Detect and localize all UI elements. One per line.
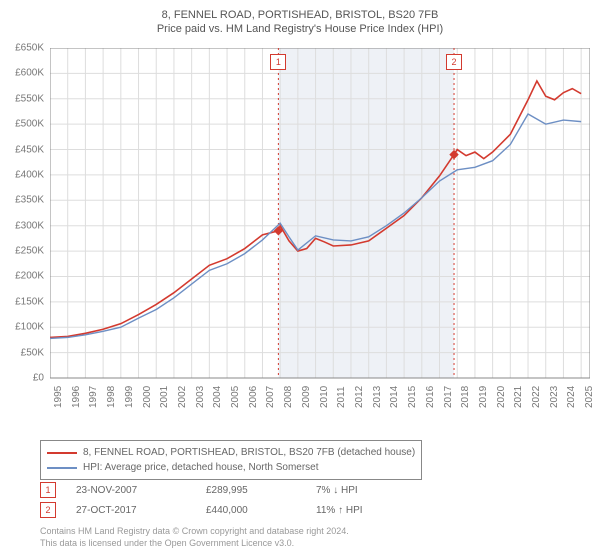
x-tick-label: 2023 [549, 386, 560, 408]
legend-label-hpi: HPI: Average price, detached house, Nort… [83, 460, 319, 475]
x-tick-label: 2001 [159, 386, 170, 408]
annotation-badge-1: 1 [40, 482, 56, 498]
annotation-table: 1 23-NOV-2007 £289,995 7% ↓ HPI 2 27-OCT… [40, 480, 446, 520]
annotation-date-1: 23-NOV-2007 [76, 485, 206, 496]
x-tick-label: 2012 [354, 386, 365, 408]
legend-item-property: 8, FENNEL ROAD, PORTISHEAD, BRISTOL, BS2… [47, 445, 415, 460]
y-tick-label: £100K [4, 322, 44, 333]
annotation-row-2: 2 27-OCT-2017 £440,000 11% ↑ HPI [40, 500, 446, 520]
annotation-price-2: £440,000 [206, 505, 316, 516]
y-tick-label: £50K [4, 347, 44, 358]
legend-item-hpi: HPI: Average price, detached house, Nort… [47, 460, 415, 475]
x-tick-label: 2018 [460, 386, 471, 408]
y-tick-label: £150K [4, 296, 44, 307]
y-tick-label: £550K [4, 93, 44, 104]
x-tick-label: 2019 [478, 386, 489, 408]
y-tick-label: £250K [4, 246, 44, 257]
x-tick-label: 2004 [212, 386, 223, 408]
x-tick-label: 2010 [319, 386, 330, 408]
annotation-pct-1: 7% ↓ HPI [316, 485, 446, 496]
footer-line-2: This data is licensed under the Open Gov… [40, 538, 349, 550]
y-tick-label: £450K [4, 144, 44, 155]
sale-flag: 2 [446, 54, 462, 70]
annotation-row-1: 1 23-NOV-2007 £289,995 7% ↓ HPI [40, 480, 446, 500]
x-tick-label: 2021 [513, 386, 524, 408]
x-tick-label: 2000 [142, 386, 153, 408]
annotation-date-2: 27-OCT-2017 [76, 505, 206, 516]
x-tick-label: 2006 [248, 386, 259, 408]
footer-line-1: Contains HM Land Registry data © Crown c… [40, 526, 349, 538]
x-tick-label: 1998 [106, 386, 117, 408]
x-tick-label: 2013 [372, 386, 383, 408]
y-tick-label: £650K [4, 43, 44, 54]
x-tick-label: 1996 [71, 386, 82, 408]
x-tick-label: 2008 [283, 386, 294, 408]
legend: 8, FENNEL ROAD, PORTISHEAD, BRISTOL, BS2… [40, 440, 422, 480]
legend-swatch-property [47, 452, 77, 454]
y-tick-label: £500K [4, 119, 44, 130]
y-tick-label: £300K [4, 220, 44, 231]
y-tick-label: £0 [4, 373, 44, 384]
x-tick-label: 2009 [301, 386, 312, 408]
y-tick-label: £400K [4, 169, 44, 180]
title-line-2: Price paid vs. HM Land Registry's House … [0, 22, 600, 36]
x-tick-label: 1997 [88, 386, 99, 408]
annotation-pct-2: 11% ↑ HPI [316, 505, 446, 516]
y-tick-label: £200K [4, 271, 44, 282]
y-tick-label: £600K [4, 68, 44, 79]
title-line-1: 8, FENNEL ROAD, PORTISHEAD, BRISTOL, BS2… [0, 8, 600, 22]
sale-flag: 1 [270, 54, 286, 70]
chart-title-block: 8, FENNEL ROAD, PORTISHEAD, BRISTOL, BS2… [0, 0, 600, 37]
line-chart [50, 48, 590, 408]
x-tick-label: 2017 [443, 386, 454, 408]
x-tick-label: 2014 [389, 386, 400, 408]
x-tick-label: 2011 [336, 386, 347, 408]
x-tick-label: 1999 [124, 386, 135, 408]
annotation-badge-2: 2 [40, 502, 56, 518]
legend-label-property: 8, FENNEL ROAD, PORTISHEAD, BRISTOL, BS2… [83, 445, 415, 460]
y-tick-label: £350K [4, 195, 44, 206]
x-tick-label: 2003 [195, 386, 206, 408]
legend-swatch-hpi [47, 467, 77, 469]
chart-area: 12 £0£50K£100K£150K£200K£250K£300K£350K£… [50, 48, 590, 408]
footer: Contains HM Land Registry data © Crown c… [40, 526, 349, 549]
x-tick-label: 2005 [230, 386, 241, 408]
x-tick-label: 2024 [566, 386, 577, 408]
annotation-price-1: £289,995 [206, 485, 316, 496]
x-tick-label: 2007 [265, 386, 276, 408]
x-tick-label: 2015 [407, 386, 418, 408]
x-tick-label: 2025 [584, 386, 595, 408]
x-tick-label: 2002 [177, 386, 188, 408]
x-tick-label: 2016 [425, 386, 436, 408]
x-tick-label: 1995 [53, 386, 64, 408]
x-tick-label: 2022 [531, 386, 542, 408]
x-tick-label: 2020 [496, 386, 507, 408]
